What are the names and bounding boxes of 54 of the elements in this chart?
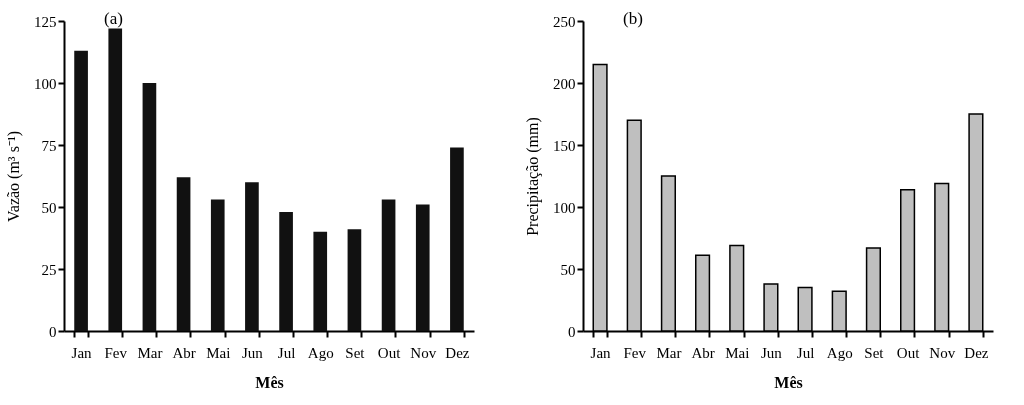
x-tick-label: Ago bbox=[826, 344, 853, 361]
bar bbox=[279, 211, 293, 331]
y-axis-title: Vazão (m³ s⁻¹) bbox=[5, 130, 23, 223]
y-tick-label: 25 bbox=[41, 261, 57, 278]
x-tick-label: Fev bbox=[104, 344, 128, 361]
x-tick-label: Nov bbox=[410, 344, 437, 361]
x-tick-label: Fev bbox=[623, 344, 647, 361]
y-tick-label: 0 bbox=[568, 323, 576, 340]
x-axis-title: Mês bbox=[255, 373, 284, 391]
y-tick-label: 100 bbox=[34, 75, 57, 92]
y-tick-label: 125 bbox=[34, 13, 57, 30]
x-tick-label: Abr bbox=[172, 344, 196, 361]
chart-title: (b) bbox=[623, 9, 643, 28]
bar bbox=[381, 199, 396, 331]
bar bbox=[176, 177, 191, 331]
bar bbox=[210, 199, 225, 331]
x-tick-label: Dez bbox=[964, 344, 989, 361]
x-tick-label: Out bbox=[896, 344, 921, 361]
y-tick-label: 50 bbox=[560, 261, 576, 278]
x-tick-label: Jan bbox=[71, 344, 93, 361]
x-tick-label: Set bbox=[864, 344, 885, 361]
x-tick-label: Jul bbox=[277, 344, 296, 361]
x-tick-label: Mar bbox=[137, 344, 163, 361]
y-tick-label: 200 bbox=[553, 75, 576, 92]
chart-title: (a) bbox=[104, 9, 123, 28]
x-tick-label: Dez bbox=[445, 344, 470, 361]
bar bbox=[108, 28, 123, 331]
x-tick-label: Nov bbox=[929, 344, 956, 361]
y-tick-label: 50 bbox=[41, 199, 57, 216]
x-tick-label: Mar bbox=[656, 344, 682, 361]
x-tick-label: Out bbox=[377, 344, 402, 361]
x-tick-label: Ago bbox=[307, 344, 334, 361]
bar bbox=[74, 50, 88, 331]
x-tick-label: Jun bbox=[241, 344, 264, 361]
y-tick-label: 250 bbox=[553, 13, 576, 30]
y-tick-label: 100 bbox=[553, 199, 576, 216]
y-tick-label: 150 bbox=[553, 137, 576, 154]
bar bbox=[245, 182, 259, 331]
y-tick-label: 75 bbox=[41, 137, 57, 154]
x-axis-title: Mês bbox=[774, 373, 803, 391]
x-tick-label: Jul bbox=[796, 344, 815, 361]
bar bbox=[347, 229, 362, 331]
y-axis-title: Precipitação (mm) bbox=[524, 117, 542, 236]
x-tick-label: Jun bbox=[760, 344, 783, 361]
bar bbox=[142, 83, 157, 331]
x-tick-label: Jan bbox=[590, 344, 612, 361]
x-tick-label: Set bbox=[345, 344, 366, 361]
bar bbox=[313, 231, 328, 331]
x-tick-label: Mai bbox=[206, 344, 231, 361]
x-tick-label: Abr bbox=[691, 344, 715, 361]
x-tick-label: Mai bbox=[725, 344, 750, 361]
bar bbox=[415, 204, 430, 331]
y-tick-label: 0 bbox=[49, 323, 57, 340]
bar bbox=[450, 147, 464, 331]
